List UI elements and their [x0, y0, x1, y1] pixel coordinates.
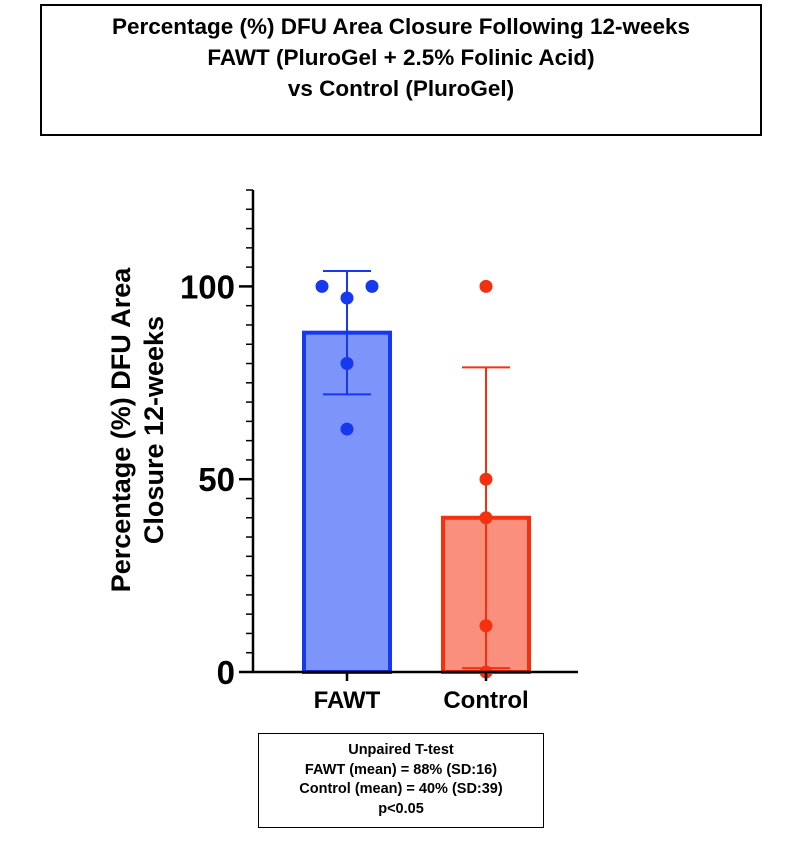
- y-tick-label: 100: [180, 268, 235, 305]
- y-axis-label-line-1: Percentage (%) DFU Area: [106, 267, 136, 593]
- stats-line-4: p<0.05: [378, 800, 424, 817]
- stats-annotation-box: Unpaired T-test FAWT (mean) = 88% (SD:16…: [258, 733, 544, 828]
- data-point: [479, 279, 493, 293]
- chart-title-line-1: Percentage (%) DFU Area Closure Followin…: [111, 14, 691, 39]
- x-tick-label: FAWT: [314, 687, 381, 714]
- chart-title-box: Percentage (%) DFU Area Closure Followin…: [40, 4, 762, 136]
- data-point: [340, 357, 354, 371]
- stats-line-1: Unpaired T-test: [348, 742, 454, 758]
- chart-title-line-3: vs Control (PluroGel): [287, 76, 515, 101]
- chart-title-line-2: FAWT (PluroGel + 2.5% Folinic Acid): [207, 45, 595, 70]
- data-point: [365, 279, 379, 293]
- y-axis-label-line-2: Closure 12-weeks: [139, 316, 169, 544]
- stats-line-2: FAWT (mean) = 88% (SD:16): [304, 761, 498, 778]
- y-tick-label: 0: [217, 654, 235, 691]
- x-tick-label: Control: [443, 687, 528, 714]
- stats-line-3: Control (mean) = 40% (SD:39): [299, 781, 503, 797]
- data-point: [479, 619, 493, 633]
- data-point: [340, 422, 354, 436]
- data-point: [479, 472, 493, 486]
- y-tick-label: 50: [198, 461, 235, 498]
- data-point: [315, 279, 329, 293]
- data-point: [340, 291, 354, 305]
- data-point: [479, 511, 493, 525]
